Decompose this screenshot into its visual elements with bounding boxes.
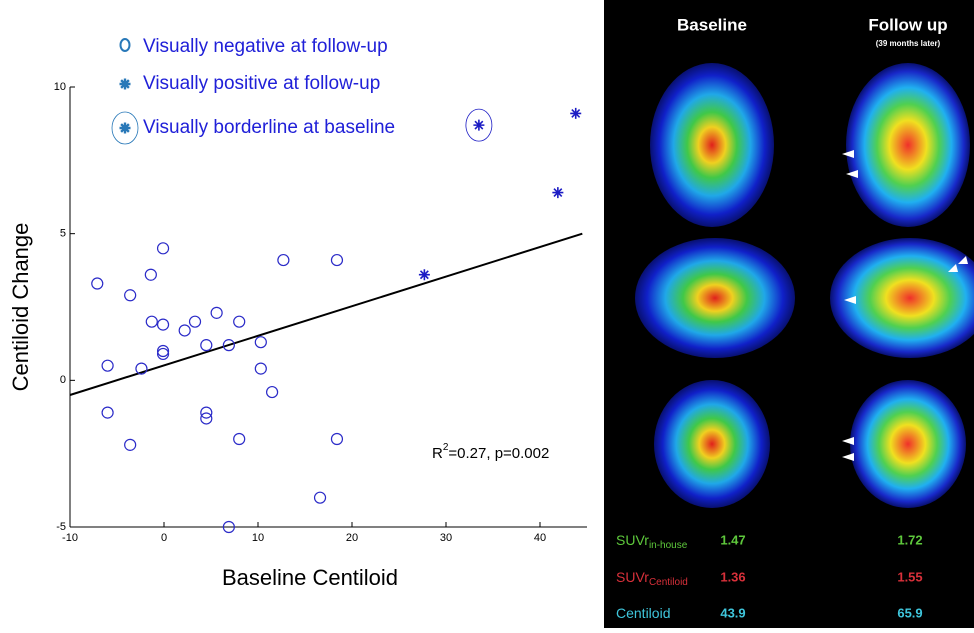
point [124, 289, 137, 302]
point [233, 432, 246, 446]
point [200, 406, 213, 419]
point-ring [465, 108, 493, 142]
x-tick-label: 20 [346, 532, 358, 544]
arrow [948, 264, 958, 272]
y-tick-label: 10 [54, 81, 66, 93]
legend-label: Visually negative at follow-up [143, 36, 388, 57]
column-subtitle: (39 months later) [876, 39, 941, 48]
point [91, 277, 104, 290]
x-tick-label: 0 [161, 532, 167, 544]
arrow [958, 256, 968, 264]
row-value: 1.36 [720, 569, 745, 584]
arrow [844, 296, 856, 304]
y-axis-label: Centiloid Change [8, 223, 33, 392]
point [570, 107, 582, 119]
point [101, 406, 114, 419]
point [135, 362, 148, 375]
point [210, 306, 223, 319]
row-label-sub: in-house [649, 540, 688, 551]
legend-label: Visually borderline at baseline [143, 117, 395, 138]
point [145, 315, 158, 328]
point [156, 318, 170, 331]
brain-sagittal [635, 238, 795, 358]
point [156, 347, 170, 361]
brain-axial [846, 63, 970, 227]
point [222, 339, 235, 352]
point [330, 432, 344, 446]
legend-ring [111, 111, 139, 145]
brain-coronal [850, 380, 966, 508]
annotation-part: 2 [443, 442, 449, 453]
point [266, 385, 279, 399]
point [277, 253, 290, 267]
arrow [842, 437, 854, 445]
x-axis-label: Baseline Centiloid [222, 565, 398, 590]
arrows [842, 150, 968, 461]
legend-marker [119, 38, 131, 52]
column-title: Baseline [677, 15, 747, 34]
row-value: 1.47 [720, 532, 745, 547]
column-title: Follow up [868, 15, 947, 34]
point [200, 412, 213, 425]
row-label: SUVrCentiloid [616, 569, 688, 588]
point [418, 269, 430, 281]
legend-marker [119, 78, 131, 90]
point [124, 438, 137, 451]
row-label-main: Centiloid [616, 605, 670, 621]
brain-axial [650, 63, 774, 227]
brain-sagittal [830, 238, 974, 358]
annotation-part: R [432, 445, 443, 462]
point [156, 242, 170, 255]
legend-label: Visually positive at follow-up [143, 73, 380, 94]
x-tick-label: 30 [440, 532, 452, 544]
row-label: Centiloid [616, 605, 670, 621]
pet-images [635, 63, 974, 508]
row-value: 1.55 [897, 569, 922, 584]
point [330, 253, 344, 267]
y-tick-label: -5 [56, 521, 66, 533]
row-value: 43.9 [720, 605, 745, 620]
point [200, 339, 213, 352]
x-tick-label: 10 [252, 532, 264, 544]
arrow [842, 150, 854, 158]
point [233, 315, 246, 328]
brain-coronal [654, 380, 770, 508]
fit-line [69, 232, 583, 396]
row-value: 65.9 [897, 605, 922, 620]
point [222, 520, 235, 534]
point [254, 362, 267, 375]
row-value: 1.72 [897, 532, 922, 547]
legend-marker [119, 122, 131, 134]
point [144, 268, 157, 281]
annotation: R2=0.27, p=0.002 [432, 442, 549, 462]
row-label-main: SUVr [616, 569, 649, 585]
arrow [846, 170, 858, 178]
y-tick-label: 0 [60, 374, 66, 386]
point [156, 344, 170, 358]
point [473, 119, 485, 131]
point [552, 187, 564, 199]
point [188, 315, 202, 328]
x-tick-label: -10 [62, 532, 78, 544]
y-tick-label: 5 [60, 228, 66, 240]
row-label: SUVrin-house [616, 532, 688, 551]
point [313, 491, 327, 504]
annotation-part: =0.27, p=0.002 [448, 445, 549, 462]
point [254, 336, 267, 349]
row-label-sub: Centiloid [649, 577, 688, 588]
point [101, 359, 114, 372]
arrow [842, 453, 854, 461]
point [178, 324, 191, 337]
x-tick-label: 40 [534, 532, 546, 544]
row-label-main: SUVr [616, 532, 649, 548]
